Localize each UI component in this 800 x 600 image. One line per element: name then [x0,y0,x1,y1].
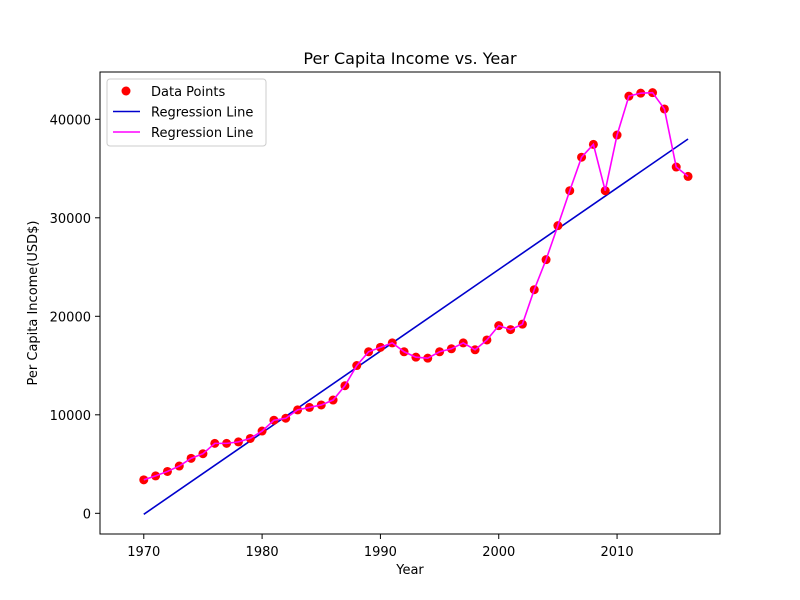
y-tick-label: 40000 [50,113,91,128]
y-tick-label: 0 [83,507,91,522]
legend-box [106,78,267,147]
series-line [143,91,689,481]
legend-label: Data Points [151,85,225,100]
y-axis-label: Per Capita Income(USD$) [26,221,41,386]
legend-label: Regression Line [151,106,253,121]
axis-ticks: 1970 1980 1990 2000 2010 0 10000 20000 30000 4000… [50,113,634,560]
y-tick-label: 10000 [50,409,91,424]
y-tick-label: 30000 [50,212,91,227]
x-tick-label: 2000 [482,545,515,560]
x-tick-label: 2010 [601,545,634,560]
x-axis-label: Year [395,563,424,578]
regression-line [143,138,689,515]
y-tick-label: 20000 [50,310,91,325]
chart-title: Per Capita Income vs. Year [303,49,517,68]
x-tick-label: 1970 [127,545,160,560]
plot-area [139,88,693,515]
axes-frame [99,71,721,535]
x-tick-label: 1980 [246,545,279,560]
legend-label: Regression Line [151,126,253,141]
legend: Data Points Regression Line Regression Lin… [106,78,267,147]
legend-marker [121,86,131,96]
x-tick-label: 1990 [364,545,397,560]
